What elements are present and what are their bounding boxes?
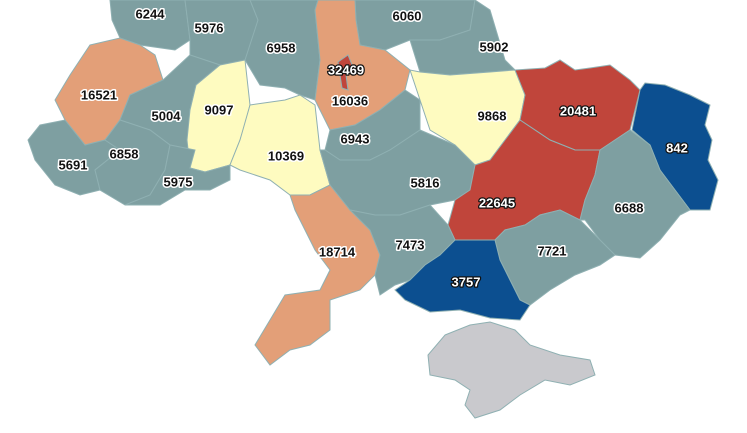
value-label-odesa: 18714 xyxy=(319,244,356,259)
value-label-volyn: 6244 xyxy=(136,6,166,21)
region-donetsk xyxy=(579,129,691,259)
value-label-donetsk: 6688 xyxy=(615,200,644,215)
value-label-poltava: 9868 xyxy=(478,108,507,123)
value-label-ternopil: 5004 xyxy=(152,108,182,123)
value-label-chernihiv: 6060 xyxy=(393,8,422,23)
value-label-kirovohrad: 5816 xyxy=(411,175,440,190)
value-label-kyiv-oblast: 16036 xyxy=(332,93,368,108)
value-label-zakarpattia: 5691 xyxy=(59,157,88,172)
value-label-chernivtsi: 5975 xyxy=(164,174,193,189)
value-label-zhytomyr: 6958 xyxy=(267,40,296,55)
region-kherson xyxy=(394,239,531,321)
value-label-ivano-frankivsk: 6858 xyxy=(110,146,139,161)
region-chernivtsi xyxy=(124,144,231,206)
value-label-luhansk: 842 xyxy=(666,140,688,155)
value-label-lviv: 16521 xyxy=(81,87,117,102)
value-label-mykolaiv: 7473 xyxy=(396,237,425,252)
value-label-vinnytsia: 10369 xyxy=(268,148,304,163)
region-crimea xyxy=(427,321,596,419)
value-label-rivne: 5976 xyxy=(195,20,224,35)
value-label-cherkasy: 6943 xyxy=(341,131,370,146)
region-kirovohrad xyxy=(319,129,476,216)
region-kyiv-city xyxy=(337,54,353,91)
value-label-sumy: 5902 xyxy=(480,39,509,54)
value-label-kharkiv: 20481 xyxy=(560,103,596,118)
value-label-kyiv-city: 32469 xyxy=(328,62,364,77)
value-label-dnipropetrovsk: 22645 xyxy=(479,195,515,210)
value-label-kherson: 3757 xyxy=(452,274,481,289)
value-label-khmelnytskyi: 9097 xyxy=(205,102,234,117)
value-label-zaporizhzhia: 7721 xyxy=(538,243,567,258)
